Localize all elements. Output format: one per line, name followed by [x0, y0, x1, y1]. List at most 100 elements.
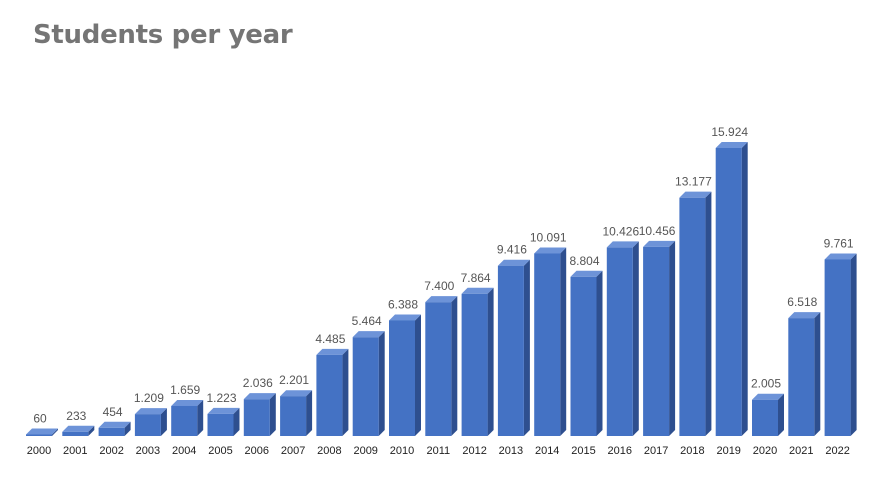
value-label: 9.416 — [497, 243, 527, 257]
bar-top — [534, 247, 567, 254]
bar-front — [497, 265, 524, 436]
bar-2015 — [570, 270, 603, 436]
bar-side — [342, 348, 349, 436]
value-label: 2.036 — [243, 376, 273, 390]
x-tick-label: 2003 — [136, 445, 160, 457]
bar-2017 — [643, 240, 676, 436]
x-tick-label: 2012 — [462, 445, 486, 457]
bar-front — [171, 405, 198, 436]
bar-side — [52, 428, 58, 436]
x-tick-label: 2021 — [789, 445, 813, 457]
bar-top — [752, 393, 784, 400]
bar-side — [596, 270, 603, 436]
bar-top — [497, 259, 530, 266]
bar-2018 — [679, 191, 712, 436]
value-label: 9.761 — [824, 236, 854, 250]
bar-top — [606, 241, 639, 248]
bar-side — [814, 312, 821, 436]
bar-front — [752, 399, 778, 436]
bar-side — [850, 253, 857, 436]
value-label: 2.005 — [751, 377, 781, 391]
value-label: 10.426 — [602, 224, 639, 238]
bar-2016 — [606, 241, 639, 436]
bar-front — [134, 414, 161, 436]
bar-top — [207, 407, 240, 414]
bar-side — [778, 393, 784, 436]
x-tick-label: 2022 — [825, 445, 849, 457]
bar-side — [124, 421, 131, 436]
x-tick-label: 2018 — [680, 445, 704, 457]
value-label: 1.659 — [170, 383, 200, 397]
bar-front — [606, 247, 633, 436]
bar-top — [679, 191, 712, 198]
value-label: 233 — [66, 409, 86, 423]
value-label: 4.485 — [315, 332, 345, 346]
bar-2005 — [207, 407, 240, 436]
x-tick-label: 2010 — [390, 445, 414, 457]
bar-side — [632, 241, 639, 436]
x-tick-label: 2006 — [245, 445, 269, 457]
bar-2019 — [715, 142, 748, 436]
bar-2012 — [461, 287, 494, 436]
x-tick-label: 2013 — [499, 445, 523, 457]
bar-front — [26, 434, 52, 436]
bar-top — [389, 314, 421, 321]
bar-front — [243, 399, 270, 436]
bar-2002 — [98, 421, 131, 436]
value-label: 7.864 — [461, 271, 491, 285]
bar-front — [425, 302, 452, 436]
bar-2011 — [425, 296, 458, 436]
x-tick-label: 2000 — [27, 445, 51, 457]
x-tick-label: 2011 — [426, 445, 450, 457]
bar-side — [415, 314, 421, 436]
bar-side — [306, 390, 313, 436]
x-tick-label: 2004 — [172, 445, 196, 457]
bar-front — [207, 413, 234, 436]
bar-front — [352, 337, 379, 436]
bar-front — [280, 396, 307, 436]
bar-side — [487, 287, 494, 436]
bar-side — [560, 247, 567, 436]
bar-front — [98, 427, 125, 436]
bar-side — [741, 142, 748, 436]
bar-2006 — [243, 393, 276, 436]
bar-2009 — [352, 331, 385, 436]
bar-2021 — [788, 312, 821, 436]
bar-side — [160, 408, 167, 436]
x-tick-label: 2015 — [571, 445, 595, 457]
bar-2022 — [824, 253, 857, 436]
bar-2010 — [389, 314, 421, 436]
bar-2014 — [534, 247, 567, 436]
bar-top — [352, 331, 385, 338]
value-label: 15.924 — [711, 125, 748, 139]
bar-top — [643, 240, 676, 247]
value-label: 1.223 — [206, 391, 236, 405]
bar-side — [378, 331, 385, 436]
bar-side — [451, 296, 458, 436]
bar-front — [534, 253, 561, 436]
x-tick-label: 2017 — [644, 445, 668, 457]
x-tick-label: 2005 — [208, 445, 232, 457]
bar-2020 — [752, 393, 784, 436]
bar-2003 — [134, 408, 167, 436]
value-label: 5.464 — [352, 314, 382, 328]
bar-top — [134, 408, 167, 415]
bar-2004 — [171, 399, 204, 436]
x-tick-label: 2007 — [281, 445, 305, 457]
value-label: 10.091 — [530, 230, 567, 244]
bar-2001 — [62, 425, 95, 436]
bar-side — [88, 425, 95, 436]
chart-title: Students per year — [33, 20, 293, 50]
bar-front — [679, 197, 706, 436]
bar-side — [197, 399, 204, 436]
bar-side — [233, 407, 240, 436]
bar-top — [824, 253, 857, 260]
bar-2008 — [316, 348, 349, 436]
x-tick-label: 2019 — [716, 445, 740, 457]
x-tick-label: 2009 — [353, 445, 377, 457]
bar-side — [269, 393, 276, 436]
bar-2000 — [26, 428, 58, 436]
bar-top — [98, 421, 131, 428]
bar-top — [62, 425, 95, 432]
